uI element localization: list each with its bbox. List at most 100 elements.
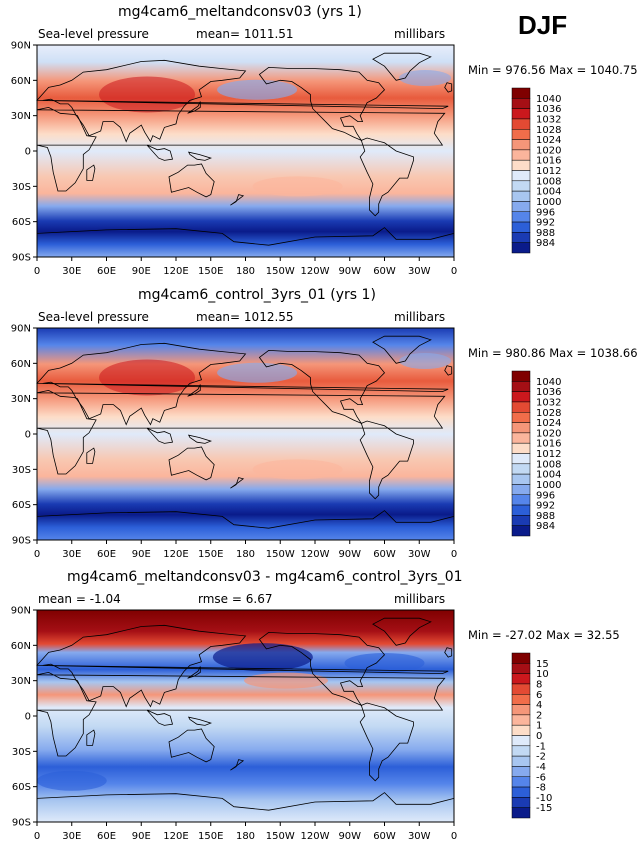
colorbar-label: 1040 xyxy=(536,377,561,388)
x-tick-label: 90W xyxy=(338,831,361,842)
y-tick-label: 90N xyxy=(11,324,31,335)
x-tick-label: 0 xyxy=(34,831,40,842)
x-tick-label: 90E xyxy=(132,549,151,560)
colorbar-label: -15 xyxy=(536,803,552,814)
colorbar-label: -1 xyxy=(536,741,546,752)
panel-2-units: millibars xyxy=(394,310,446,324)
x-tick-label: 150E xyxy=(198,549,223,560)
coastline xyxy=(187,434,213,444)
coastline xyxy=(258,349,386,425)
colorbar-swatch xyxy=(511,139,531,151)
coastline xyxy=(36,671,446,757)
colorbar-label: 988 xyxy=(536,228,555,239)
y-tick-label: 60N xyxy=(11,359,31,370)
aleutian-low xyxy=(217,79,298,100)
panel-3-stat-label: rmse = xyxy=(198,592,242,606)
y-tick-label: 30S xyxy=(12,747,31,758)
x-tick-label: 30W xyxy=(408,831,431,842)
colorbar-swatch xyxy=(511,87,531,99)
x-tick-label: 60W xyxy=(373,266,396,277)
colorbar-label: 984 xyxy=(536,521,555,532)
x-tick-label: 0 xyxy=(451,266,457,277)
y-tick-label: 60S xyxy=(12,782,31,793)
y-tick-label: 30S xyxy=(12,182,31,193)
panel-3-units: millibars xyxy=(394,592,446,606)
colorbar-swatch xyxy=(511,98,531,109)
colorbar-swatch xyxy=(511,494,531,506)
colorbar-swatch xyxy=(511,473,531,485)
y-tick-label: 0 xyxy=(25,430,31,441)
pacific-anomaly xyxy=(212,643,313,672)
colorbar-label: -6 xyxy=(536,772,546,783)
coastline xyxy=(168,163,215,198)
colorbar-label: 10 xyxy=(536,669,549,680)
colorbar-swatch xyxy=(511,504,531,516)
panel-2-variable: Sea-level pressure xyxy=(38,310,149,324)
coastline xyxy=(168,446,215,481)
colorbar-swatch xyxy=(511,704,531,716)
colorbar-swatch xyxy=(511,401,531,413)
panel-2-title: mg4cam6_control_3yrs_01 (yrs 1) xyxy=(138,287,376,303)
colorbar-label: 1040 xyxy=(536,94,561,105)
coastline xyxy=(146,427,174,444)
x-tick-label: 150E xyxy=(198,831,223,842)
x-tick-label: 60W xyxy=(373,831,396,842)
x-tick-label: 30E xyxy=(62,266,81,277)
colorbar-label: 1020 xyxy=(536,428,561,439)
x-tick-label: 90E xyxy=(132,831,151,842)
y-tick-label: 30S xyxy=(12,465,31,476)
colorbar-swatch xyxy=(511,683,531,695)
x-tick-label: 150W xyxy=(266,831,295,842)
colorbar-label: 8 xyxy=(536,679,542,690)
colorbar-label: 984 xyxy=(536,238,555,249)
panel-3-stat: rmse = 6.67 xyxy=(198,592,272,606)
colorbar-swatch xyxy=(511,370,531,382)
panel-3-stat-value: 6.67 xyxy=(245,592,273,606)
coastline xyxy=(372,617,432,646)
coastline xyxy=(168,728,215,763)
siberian-high xyxy=(99,359,196,396)
colorbar-label: 1020 xyxy=(536,145,561,156)
colorbar-swatch xyxy=(511,422,531,434)
panel-3-variable: mean = -1.04 xyxy=(38,592,121,606)
colorbar-swatch xyxy=(511,453,531,465)
colorbar-swatch xyxy=(511,525,531,537)
colorbar-swatch xyxy=(511,745,531,757)
coastline xyxy=(230,477,245,489)
x-tick-label: 120W xyxy=(301,831,330,842)
x-tick-label: 90W xyxy=(338,266,361,277)
atlantic-anomaly xyxy=(344,653,425,673)
y-tick-label: 60N xyxy=(11,76,31,87)
y-tick-label: 90S xyxy=(12,536,31,547)
colorbar-label: 1008 xyxy=(536,176,561,187)
panel-1-stat-label: mean= xyxy=(196,27,241,41)
x-tick-label: 150W xyxy=(266,266,295,277)
coastline xyxy=(372,335,432,364)
aleutian-low xyxy=(217,362,298,383)
colorbar-label: 1004 xyxy=(536,187,561,198)
coastline xyxy=(86,447,96,464)
panel-2-stat-label: mean= xyxy=(196,310,241,324)
colorbar-label: 1016 xyxy=(536,156,561,167)
colorbar-swatch xyxy=(511,724,531,736)
panel-2: 0 30E 60E 90E 120E 150E 180 150W 120W 90W 60W 30W 09… xyxy=(11,324,562,561)
season-label: DJF xyxy=(518,10,568,40)
y-tick-label: 0 xyxy=(25,147,31,158)
panel-3: 0 30E 60E 90E 120E 150E 180 150W 120W 90W 60W 30W 09… xyxy=(11,606,553,843)
coastline xyxy=(372,52,432,81)
colorbar-swatch xyxy=(511,201,531,212)
coastline xyxy=(187,151,213,161)
coastline xyxy=(444,82,453,93)
colorbar-swatch xyxy=(511,129,531,140)
panel-1-title: mg4cam6_meltandconsv03 (yrs 1) xyxy=(118,4,362,20)
coastline xyxy=(146,709,174,726)
colorbar-label: 1012 xyxy=(536,449,561,460)
colorbar-swatch xyxy=(511,221,531,233)
colorbar-swatch xyxy=(511,149,531,161)
subtropical-high xyxy=(252,176,343,197)
colorbar-label: 15 xyxy=(536,659,549,670)
x-tick-label: 180 xyxy=(236,266,255,277)
colorbar-swatch xyxy=(511,108,531,120)
colorbar-label: 0 xyxy=(536,731,542,742)
coastline xyxy=(359,137,414,217)
